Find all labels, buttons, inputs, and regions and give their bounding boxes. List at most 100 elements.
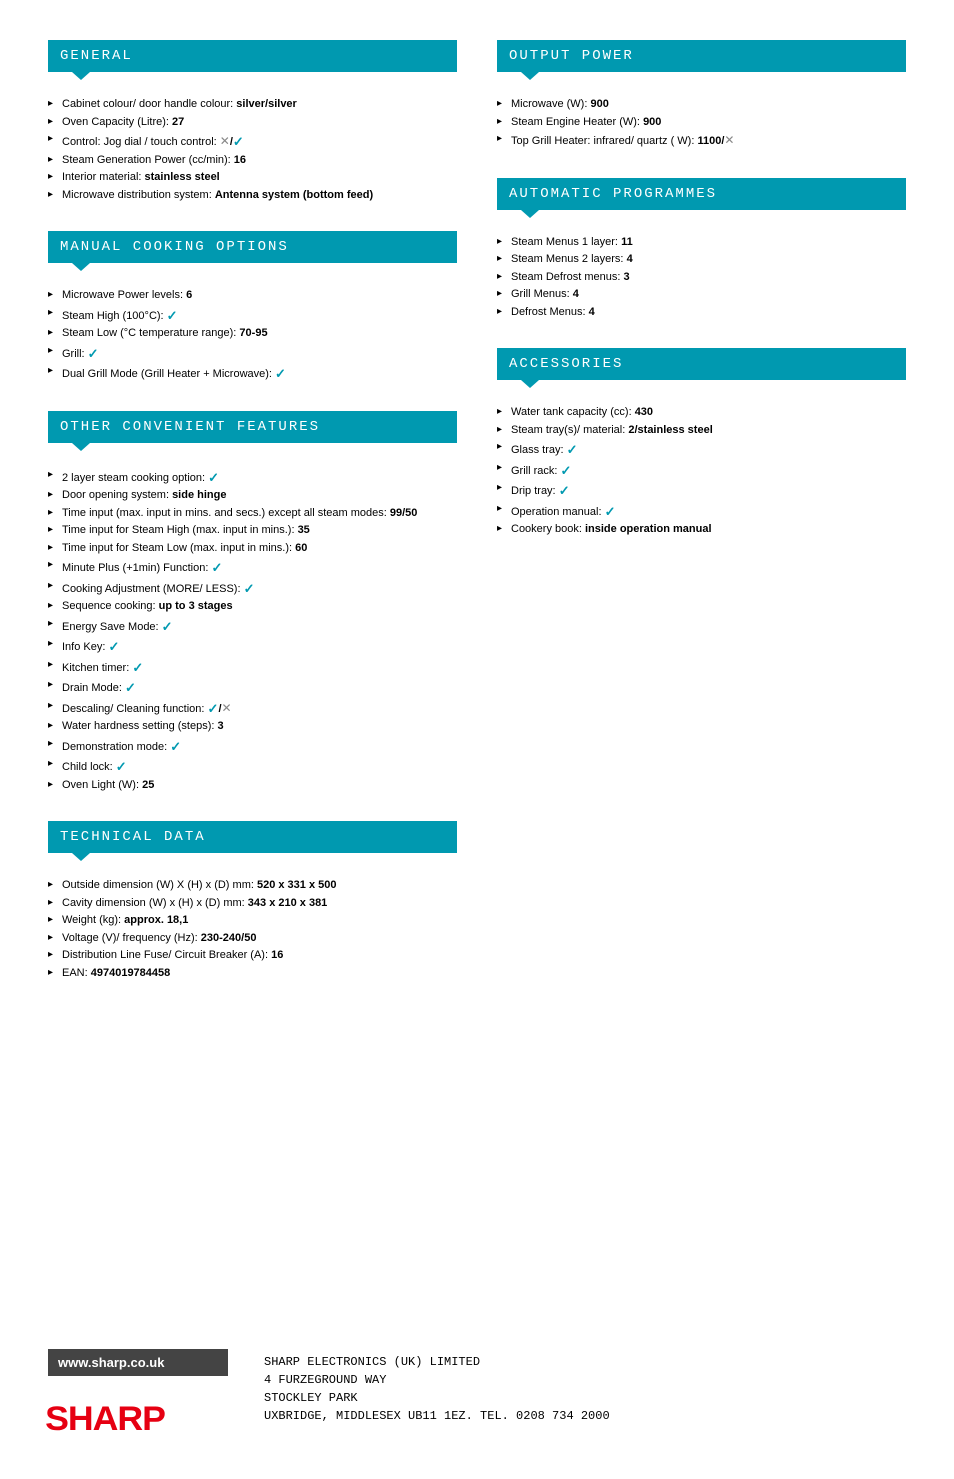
spec-label: Steam High (100°C): — [62, 310, 167, 322]
spec-label: Microwave Power levels: — [62, 289, 186, 301]
footer: www.sharp.co.uk SHARP SHARP ELECTRONICS … — [48, 1349, 906, 1479]
spec-label: Operation manual: — [511, 506, 605, 518]
spec-value: 70-95 — [239, 327, 267, 339]
spec-item: Interior material: stainless steel — [48, 169, 457, 186]
spec-value: 900 — [643, 116, 661, 128]
spec-item: Operation manual: ✓ — [497, 501, 906, 521]
spec-value: 4 — [573, 288, 579, 300]
check-icon: ✓ — [244, 579, 255, 599]
check-icon: ✓ — [170, 737, 181, 757]
spec-value: 3 — [218, 720, 224, 732]
spec-label: Minute Plus (+1min) Function: — [62, 562, 211, 574]
spec-value: side hinge — [172, 489, 226, 501]
check-icon: ✓ — [561, 461, 572, 481]
spec-label: Microwave (W): — [511, 98, 590, 110]
section-header-general: GENERAL — [48, 40, 457, 72]
spec-label: Dual Grill Mode (Grill Heater + Microwav… — [62, 368, 275, 380]
right-column: OUTPUT POWER Microwave (W): 900Steam Eng… — [497, 40, 906, 1009]
spec-item: Microwave distribution system: Antenna s… — [48, 187, 457, 204]
spec-item: Steam Engine Heater (W): 900 — [497, 114, 906, 131]
spec-value: 99/50 — [390, 507, 418, 519]
spec-label: Microwave distribution system: — [62, 189, 215, 201]
spec-label: Kitchen timer: — [62, 662, 132, 674]
spec-list-other: 2 layer steam cooking option: ✓Door open… — [48, 467, 457, 794]
section-header-manual: MANUAL COOKING OPTIONS — [48, 231, 457, 263]
spec-label: Time input for Steam Low (max. input in … — [62, 542, 295, 554]
spec-item: Water hardness setting (steps): 3 — [48, 718, 457, 735]
section-output: OUTPUT POWER Microwave (W): 900Steam Eng… — [497, 40, 906, 150]
check-icon: ✓ — [162, 617, 173, 637]
left-column: GENERAL Cabinet colour/ door handle colo… — [48, 40, 457, 1009]
spec-item: Kitchen timer: ✓ — [48, 657, 457, 677]
spec-item: Info Key: ✓ — [48, 636, 457, 656]
section-header-accessories: ACCESSORIES — [497, 348, 906, 380]
footer-left: www.sharp.co.uk SHARP — [48, 1349, 228, 1439]
spec-value: 900 — [590, 98, 608, 110]
spec-value: 16 — [234, 154, 246, 166]
spec-list-manual: Microwave Power levels: 6 Steam High (100… — [48, 287, 457, 383]
spec-item: Oven Capacity (Litre): 27 — [48, 114, 457, 131]
spec-label: Glass tray: — [511, 444, 567, 456]
spec-value: inside operation manual — [585, 523, 712, 535]
spec-item: Oven Light (W): 25 — [48, 777, 457, 794]
spec-item: Time input (max. input in mins. and secs… — [48, 505, 457, 522]
spec-value: 60 — [295, 542, 307, 554]
spec-list-technical: Outside dimension (W) X (H) x (D) mm: 52… — [48, 877, 457, 981]
spec-label: Steam Engine Heater (W): — [511, 116, 643, 128]
check-icon: ✓ — [567, 440, 578, 460]
spec-item: Distribution Line Fuse/ Circuit Breaker … — [48, 947, 457, 964]
spec-label: Weight (kg): — [62, 914, 124, 926]
spec-item: Glass tray: ✓ — [497, 439, 906, 459]
spec-item: Child lock: ✓ — [48, 756, 457, 776]
spec-label: Top Grill Heater: infrared/ quartz ( W): — [511, 135, 697, 147]
section-other: OTHER CONVENIENT FEATURES 2 layer steam … — [48, 411, 457, 794]
spec-value: 6 — [186, 289, 192, 301]
spec-value: up to 3 stages — [159, 600, 233, 612]
spec-item: Steam Low (°C temperature range): 70-95 — [48, 325, 457, 342]
spec-label: Cavity dimension (W) x (H) x (D) mm: — [62, 897, 248, 909]
spec-label: Steam Menus 1 layer: — [511, 236, 621, 248]
check-icon: ✓ — [116, 757, 127, 777]
spec-item: EAN: 4974019784458 — [48, 965, 457, 982]
spec-label: Drain Mode: — [62, 682, 125, 694]
spec-item: Sequence cooking: up to 3 stages — [48, 598, 457, 615]
spec-label: Time input (max. input in mins. and secs… — [62, 507, 390, 519]
spec-item: Drip tray: ✓ — [497, 480, 906, 500]
check-icon: ✓ — [167, 306, 178, 326]
spec-label: EAN: — [62, 967, 91, 979]
spec-label: Steam tray(s)/ material: — [511, 424, 628, 436]
spec-label: Water hardness setting (steps): — [62, 720, 218, 732]
spec-item: Microwave Power levels: 6 — [48, 287, 457, 304]
spec-label: Steam Low (°C temperature range): — [62, 327, 239, 339]
check-icon: ✓ — [108, 637, 119, 657]
spec-item: Grill Menus: 4 — [497, 286, 906, 303]
spec-list-general: Cabinet colour/ door handle colour: silv… — [48, 96, 457, 203]
spec-label: Time input for Steam High (max. input in… — [62, 524, 298, 536]
spec-label: Water tank capacity (cc): — [511, 406, 635, 418]
check-icon: ✓ — [211, 558, 222, 578]
section-header-auto: AUTOMATIC PROGRAMMES — [497, 178, 906, 210]
spec-item: Energy Save Mode: ✓ — [48, 616, 457, 636]
spec-item: Voltage (V)/ frequency (Hz): 230-240/50 — [48, 930, 457, 947]
spec-item: Weight (kg): approx. 18,1 — [48, 912, 457, 929]
section-auto: AUTOMATIC PROGRAMMES Steam Menus 1 layer… — [497, 178, 906, 321]
spec-value: 520 x 331 x 500 — [257, 879, 337, 891]
spec-item: Top Grill Heater: infrared/ quartz ( W):… — [497, 131, 906, 150]
spec-value: 16 — [271, 949, 283, 961]
spec-item: Grill rack: ✓ — [497, 460, 906, 480]
spec-label: Oven Capacity (Litre): — [62, 116, 172, 128]
spec-label: Grill Menus: — [511, 288, 573, 300]
spec-list-auto: Steam Menus 1 layer: 11Steam Menus 2 lay… — [497, 234, 906, 321]
spec-item: Drain Mode: ✓ — [48, 677, 457, 697]
spec-value: 27 — [172, 116, 184, 128]
spec-value: 2/stainless steel — [628, 424, 712, 436]
spec-item: Steam Menus 2 layers: 4 — [497, 251, 906, 268]
spec-value: 343 x 210 x 381 — [248, 897, 328, 909]
spec-item: Grill: ✓ — [48, 343, 457, 363]
section-manual: MANUAL COOKING OPTIONS Microwave Power l… — [48, 231, 457, 383]
spec-item: Control: Jog dial / touch control: ✕/✓ — [48, 131, 457, 151]
spec-value: 4 — [627, 253, 633, 265]
section-header-technical: TECHNICAL DATA — [48, 821, 457, 853]
spec-label: Control: Jog dial / touch control: — [62, 136, 220, 148]
check-icon: ✓ — [208, 468, 219, 488]
